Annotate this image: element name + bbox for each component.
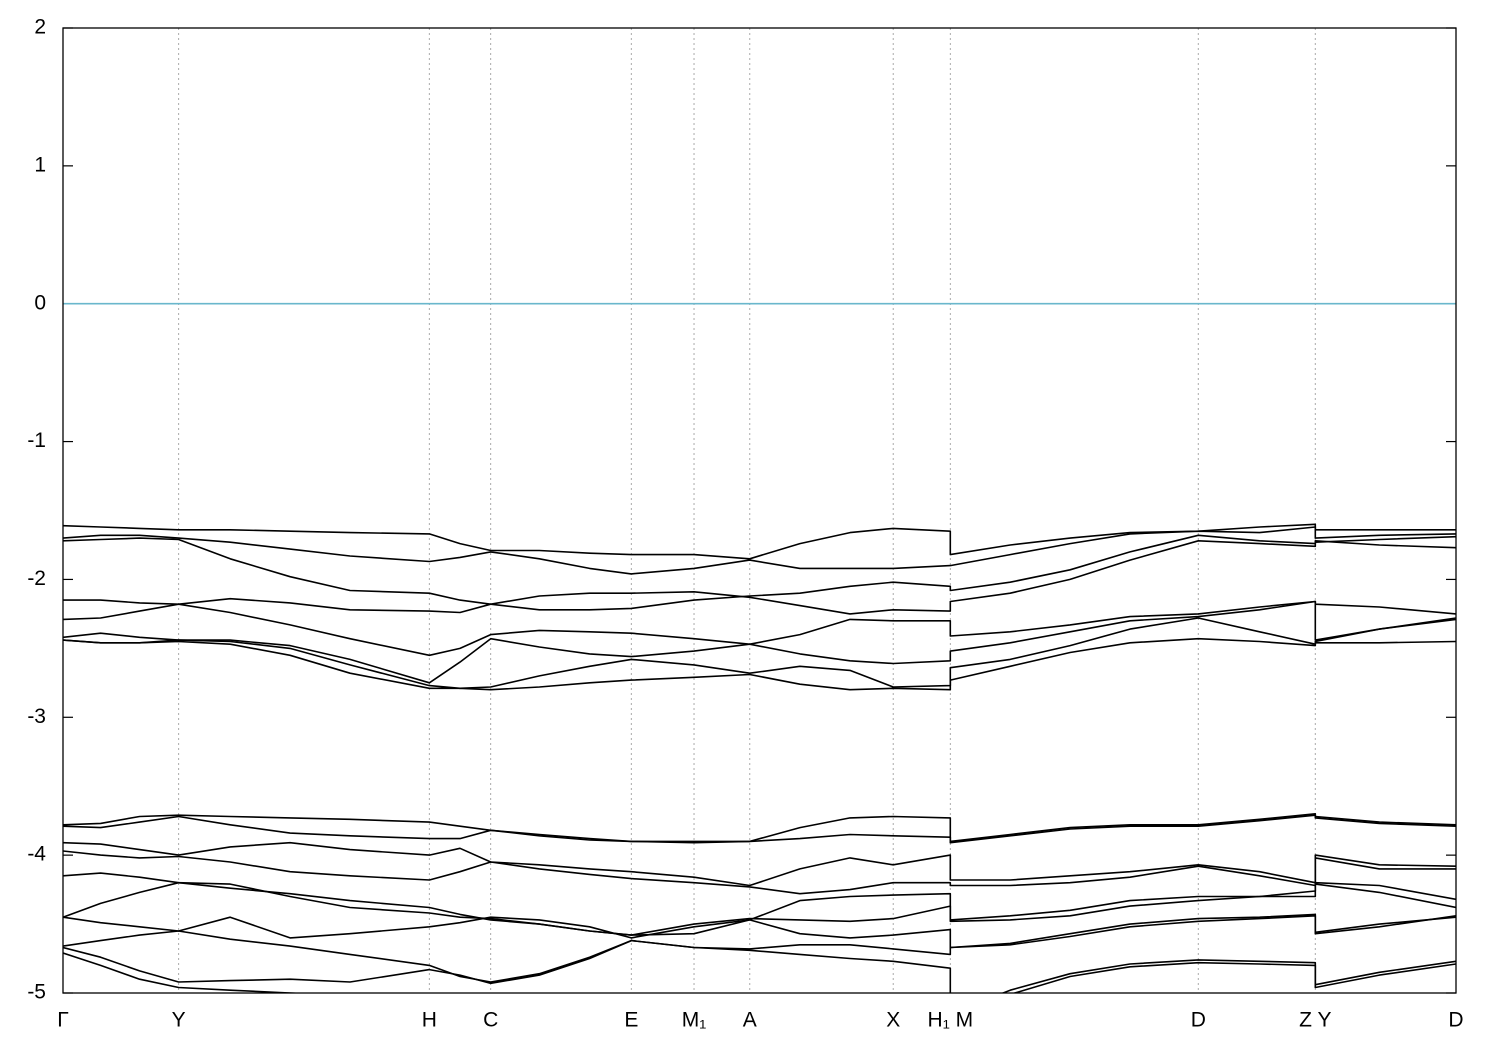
band-line (63, 952, 1456, 993)
y-tick-label: 1 (34, 153, 46, 176)
y-tick-label: 0 (34, 291, 46, 314)
x-tick-label: Y (172, 1009, 186, 1032)
x-tick-label: H (422, 1009, 437, 1032)
y-tick-label: -3 (27, 705, 46, 728)
y-tick-label: 2 (34, 16, 46, 39)
y-tick-label: -2 (27, 567, 46, 590)
x-tick-label: A (743, 1009, 757, 1032)
band-line (63, 915, 1456, 983)
x-tick-label: H₁ M (928, 1009, 974, 1032)
band-line (63, 600, 1456, 684)
labels: 2 1 0 -1 -2 -3 -4 -5 Γ Y H C E M₁ A X H₁ M D Z Y D (27, 16, 1463, 1032)
x-tick-label: X (886, 1009, 900, 1032)
band-line (63, 617, 1456, 690)
band-line (63, 841, 1456, 887)
x-tick-label: E (624, 1009, 638, 1032)
x-tick-label: Z Y (1299, 1009, 1331, 1032)
band-line (63, 523, 1456, 560)
band-line (63, 850, 1456, 895)
x-tick-label: M₁ (682, 1009, 707, 1032)
x-tick-label: D (1448, 1009, 1463, 1032)
band-line (63, 913, 1456, 949)
plot-frame (62, 27, 1457, 994)
band-line (63, 534, 1456, 611)
band-line (63, 939, 1456, 993)
band-line (63, 637, 1456, 691)
x-tick-label: D (1191, 1009, 1206, 1032)
band-line (63, 814, 1456, 844)
x-tick-label: Γ (57, 1009, 69, 1032)
y-tick-label: -5 (27, 981, 46, 1004)
y-tick-label: -1 (27, 429, 46, 452)
band-line (63, 526, 1456, 575)
x-tick-label: C (483, 1009, 498, 1032)
plot-area (63, 302, 1456, 993)
band-line (63, 881, 1456, 936)
y-tick-label: -4 (27, 843, 46, 866)
band-line (63, 535, 1456, 615)
